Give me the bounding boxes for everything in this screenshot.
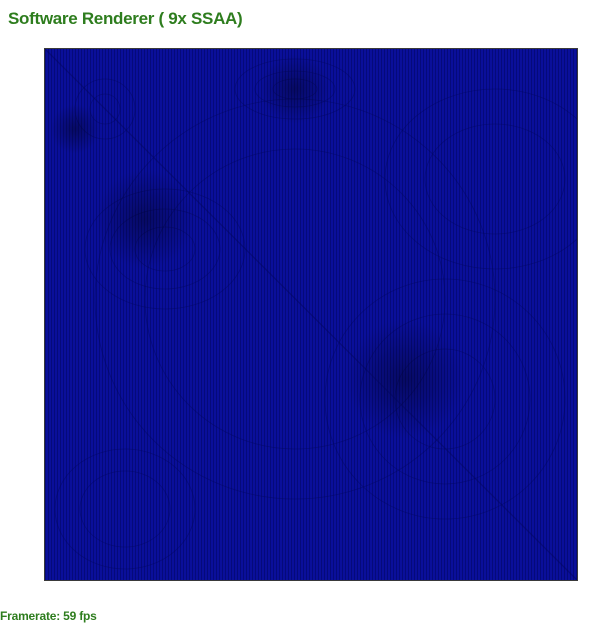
render-canvas[interactable] xyxy=(44,48,578,581)
framerate-label: Framerate: 59 fps xyxy=(0,609,97,623)
page-title: Software Renderer ( 9x SSAA) xyxy=(8,9,243,28)
render-output xyxy=(45,49,577,580)
